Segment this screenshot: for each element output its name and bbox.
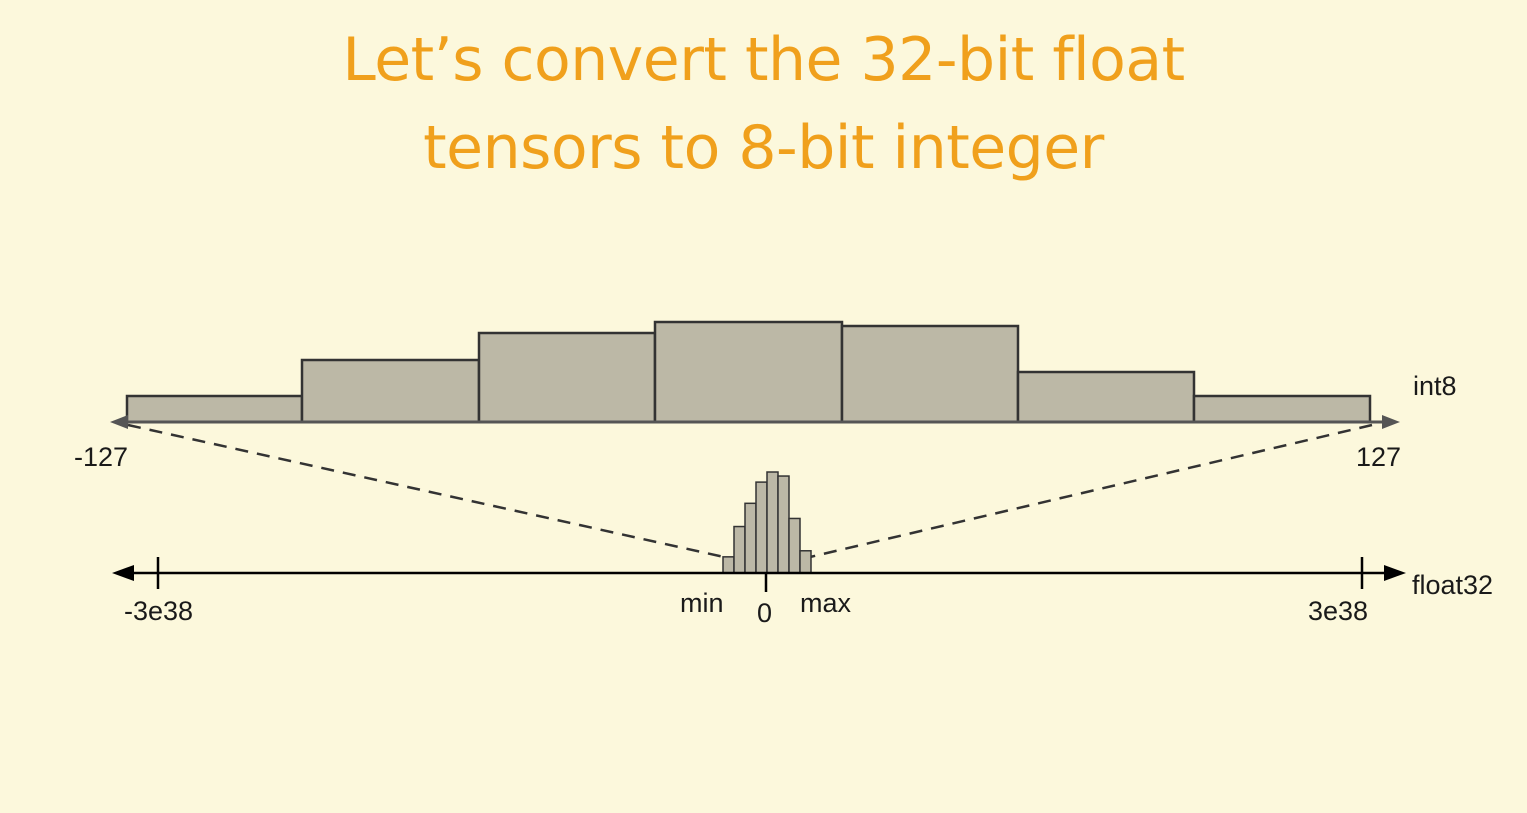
mapping-line-max	[809, 423, 1373, 559]
int8-axis-name: int8	[1413, 371, 1457, 401]
int8-histogram	[125, 320, 1372, 424]
float32-axis: float32 -3e38 3e38 min 0 max	[112, 557, 1493, 628]
float32-histogram-bar	[755, 481, 768, 574]
float32-histogram-bar	[733, 525, 746, 574]
int8-axis-right-arrow	[1382, 415, 1400, 429]
int8-max-label: 127	[1356, 442, 1401, 472]
slide-title-line-2: tensors to 8-bit integer	[423, 113, 1104, 183]
int8-axis: int8 -127 127	[74, 371, 1457, 472]
float32-zero-label: 0	[757, 598, 772, 628]
float32-histogram-bar	[799, 550, 812, 574]
slide-title-line-1: Let’s convert the 32-bit float	[342, 25, 1185, 95]
float32-histogram-bar	[722, 556, 735, 574]
int8-histogram-bar	[840, 324, 1020, 424]
int8-histogram-bar	[1016, 370, 1196, 424]
mapping-line-min	[127, 423, 725, 559]
float32-histogram-bar	[766, 471, 779, 574]
float32-histogram-bar	[777, 475, 790, 574]
float32-histogram-bar	[744, 502, 757, 574]
slide-title: Let’s convert the 32-bit float tensors t…	[0, 16, 1527, 192]
float32-histogram-bar	[788, 517, 801, 574]
int8-histogram-bar	[300, 358, 481, 424]
mapping-lines	[127, 423, 1373, 559]
int8-min-label: -127	[74, 442, 128, 472]
int8-histogram-bar	[1192, 394, 1372, 424]
float32-axis-name: float32	[1412, 570, 1493, 600]
int8-histogram-bar	[477, 331, 657, 424]
float32-histogram	[722, 471, 812, 574]
float32-range-min-label: min	[680, 588, 724, 618]
float32-max-label: 3e38	[1308, 596, 1368, 626]
float32-range-max-label: max	[800, 588, 852, 618]
int8-histogram-bar	[653, 320, 844, 424]
int8-axis-left-arrow	[110, 415, 128, 429]
float32-axis-left-arrow	[112, 565, 134, 581]
int8-histogram-bar	[125, 394, 304, 424]
float32-min-label: -3e38	[124, 596, 193, 626]
float32-axis-right-arrow	[1384, 565, 1406, 581]
